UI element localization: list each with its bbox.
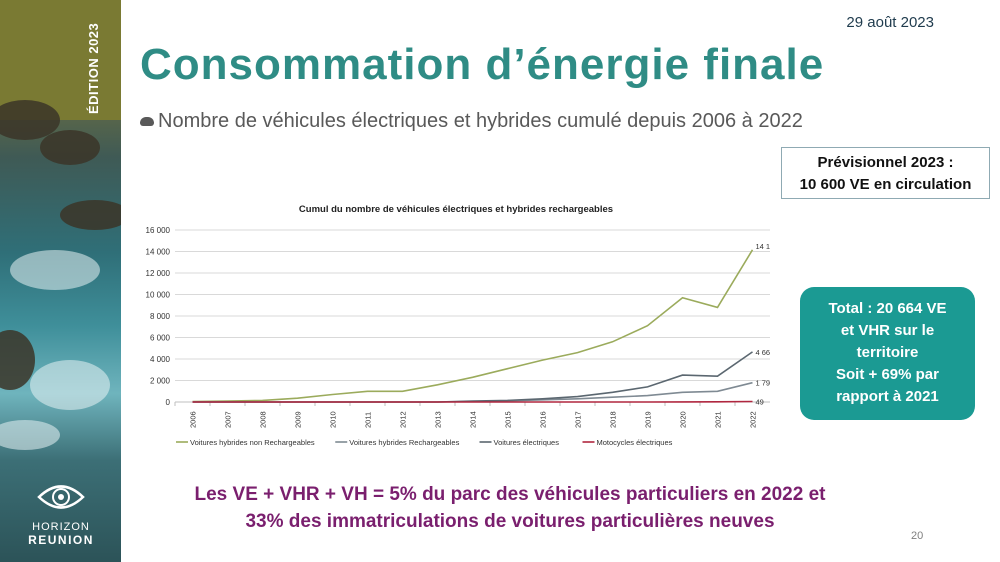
sidebar-photo: ÉDITION 2023 HORIZON REUNION bbox=[0, 0, 121, 562]
x-tick-label: 2008 bbox=[259, 411, 268, 428]
y-tick-label: 14 000 bbox=[146, 248, 171, 257]
x-tick-label: 2020 bbox=[679, 411, 688, 428]
legend-label: Voitures électriques bbox=[494, 438, 560, 447]
slide-subtitle: Nombre de véhicules électriques et hybri… bbox=[140, 110, 803, 133]
y-tick-label: 2 000 bbox=[150, 377, 171, 386]
x-tick-label: 2017 bbox=[574, 411, 583, 428]
foam-shape bbox=[30, 360, 110, 410]
total-line: Soit + 69% par bbox=[836, 366, 939, 383]
y-tick-label: 6 000 bbox=[150, 334, 171, 343]
total-line: territoire bbox=[856, 344, 919, 361]
forecast-box: Prévisionnel 2023 : 10 600 VE en circula… bbox=[781, 147, 990, 199]
legend-label: Voitures hybrides Rechargeables bbox=[349, 438, 459, 447]
bottom-line-1: Les VE + VHR + VH = 5% du parc des véhic… bbox=[194, 484, 826, 505]
data-label: 14 161 bbox=[756, 242, 771, 251]
series-line bbox=[192, 400, 753, 403]
x-tick-label: 2021 bbox=[714, 411, 723, 428]
bottom-line-2: 33% des immatriculations de voitures par… bbox=[245, 511, 775, 532]
total-line: rapport à 2021 bbox=[836, 388, 939, 405]
eye-logo-icon bbox=[37, 485, 85, 509]
data-label: 1 791 bbox=[756, 379, 771, 388]
x-tick-label: 2014 bbox=[469, 411, 478, 428]
forecast-line-2: 10 600 VE en circulation bbox=[799, 176, 972, 193]
x-tick-label: 2011 bbox=[364, 412, 373, 428]
x-tick-label: 2015 bbox=[504, 411, 513, 428]
chart-svg: Cumul du nombre de véhicules électriques… bbox=[146, 204, 779, 447]
x-tick-label: 2019 bbox=[644, 411, 653, 428]
x-tick-label: 2022 bbox=[749, 411, 758, 428]
x-tick-label: 2012 bbox=[399, 411, 408, 428]
foam-shape bbox=[0, 420, 60, 450]
horizon-reunion-logo: HORIZON REUNION bbox=[18, 480, 104, 547]
total-line: Total : 20 664 VE bbox=[828, 300, 947, 317]
legend-label: Motocycles électriques bbox=[597, 438, 673, 447]
edition-label: ÉDITION 2023 bbox=[86, 22, 101, 114]
slide-title: Consommation d’énergie finale bbox=[140, 40, 825, 89]
x-tick-label: 2007 bbox=[224, 411, 233, 428]
logo-text-reunion: REUNION bbox=[28, 533, 94, 547]
series-line bbox=[192, 249, 754, 403]
x-tick-label: 2010 bbox=[329, 411, 338, 428]
line-chart: Cumul du nombre de véhicules électriques… bbox=[130, 196, 779, 456]
y-tick-label: 0 bbox=[166, 398, 171, 407]
y-tick-label: 16 000 bbox=[146, 226, 171, 235]
x-tick-label: 2009 bbox=[294, 411, 303, 428]
rock-shape bbox=[60, 200, 121, 230]
total-line: et VHR sur le bbox=[840, 322, 935, 339]
x-tick-label: 2013 bbox=[434, 411, 443, 428]
page-number: 20 bbox=[911, 530, 924, 542]
logo-text-horizon: HORIZON bbox=[32, 521, 90, 533]
forecast-line-1: Prévisionnel 2023 : bbox=[817, 154, 954, 171]
x-tick-label: 2016 bbox=[539, 411, 548, 428]
data-label: 4 663 bbox=[756, 348, 771, 357]
y-tick-label: 4 000 bbox=[150, 355, 171, 364]
y-tick-label: 12 000 bbox=[146, 269, 171, 278]
x-tick-label: 2018 bbox=[609, 411, 618, 428]
total-box: Total : 20 664 VE et VHR sur le territoi… bbox=[800, 287, 975, 420]
x-tick-label: 2006 bbox=[189, 411, 198, 428]
bottom-statement: Les VE + VHR + VH = 5% du parc des véhic… bbox=[140, 481, 880, 535]
bullet-icon bbox=[140, 117, 154, 127]
data-label: 49 bbox=[756, 397, 764, 406]
foam-shape bbox=[10, 250, 100, 290]
y-tick-label: 8 000 bbox=[150, 312, 171, 321]
rock-shape bbox=[40, 130, 100, 165]
slide-date: 29 août 2023 bbox=[846, 14, 934, 31]
y-tick-label: 10 000 bbox=[146, 291, 171, 300]
chart-title: Cumul du nombre de véhicules électriques… bbox=[299, 204, 613, 215]
legend-label: Voitures hybrides non Rechargeables bbox=[190, 438, 315, 447]
subtitle-text: Nombre de véhicules électriques et hybri… bbox=[158, 110, 803, 132]
